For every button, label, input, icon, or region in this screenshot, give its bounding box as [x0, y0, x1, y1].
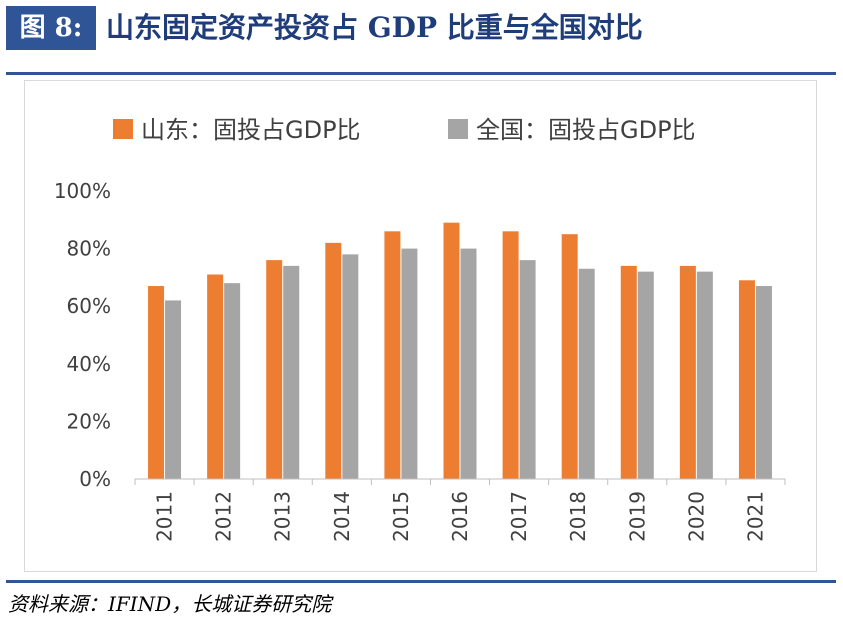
- x-tick-label: 2017: [507, 491, 531, 542]
- figure-header: 图 8: 山东固定资产投资占 GDP 比重与全国对比: [6, 6, 836, 50]
- chart-frame: 山东：固投占GDP比 全国：固投占GDP比 0% 20% 40% 60% 80% 100% …: [24, 80, 817, 572]
- x-tick-label: 2021: [743, 491, 767, 542]
- bar-shandong-2020: [679, 265, 696, 479]
- bar-shandong-2016: [443, 222, 460, 479]
- y-tick-label: 40%: [67, 352, 111, 376]
- bar-shandong-2018: [561, 234, 578, 479]
- legend-swatch-2: [448, 119, 468, 139]
- legend-label-2: 全国：固投占GDP比: [476, 116, 696, 144]
- x-tick-label: 2013: [271, 491, 295, 542]
- bar-national-2015: [401, 248, 418, 479]
- legend-swatch-1: [113, 119, 133, 139]
- y-tick-label: 20%: [67, 409, 111, 433]
- x-tick-label: 2020: [684, 491, 708, 542]
- bar-national-2016: [460, 248, 477, 479]
- bar-national-2021: [755, 286, 772, 479]
- x-tick-label: 2014: [330, 491, 354, 542]
- bar-shandong-2013: [266, 260, 283, 479]
- y-tick-label: 80%: [67, 237, 111, 261]
- y-tick-label: 60%: [67, 294, 111, 318]
- x-tick-label: 2018: [566, 491, 590, 542]
- y-axis: 0% 20% 40% 60% 80% 100%: [54, 179, 111, 491]
- bar-national-2019: [637, 271, 654, 479]
- y-tick-label: 0%: [79, 467, 111, 491]
- legend-label-1: 山东：固投占GDP比: [141, 116, 361, 144]
- top-rule: [6, 72, 836, 75]
- y-tick-label: 100%: [54, 179, 111, 203]
- bar-shandong-2019: [620, 265, 637, 479]
- bar-national-2013: [283, 265, 300, 479]
- bar-national-2017: [519, 260, 536, 479]
- bar-national-2020: [696, 271, 713, 479]
- x-axis: 2011 2012 2013 2014 2015 2016 2017 2018 2019 2020…: [134, 478, 786, 542]
- bottom-rule: [6, 580, 836, 583]
- bar-shandong-2012: [207, 274, 224, 479]
- x-tick-label: 2015: [389, 491, 413, 542]
- x-tick-label: 2011: [153, 491, 177, 542]
- source-note: 资料来源：IFIND，长城证券研究院: [8, 592, 332, 616]
- bar-shandong-2011: [148, 286, 165, 479]
- bar-national-2014: [342, 254, 359, 479]
- figure-label: 图 8:: [6, 6, 96, 50]
- bar-shandong-2015: [384, 231, 401, 479]
- bar-shandong-2014: [325, 242, 342, 479]
- bar-shandong-2021: [738, 280, 755, 479]
- legend: 山东：固投占GDP比 全国：固投占GDP比: [113, 116, 696, 144]
- bars: [148, 222, 772, 479]
- bar-shandong-2017: [502, 231, 519, 479]
- bar-national-2011: [165, 300, 182, 479]
- bar-national-2012: [224, 283, 241, 479]
- bar-national-2018: [578, 268, 595, 479]
- bar-chart: 山东：固投占GDP比 全国：固投占GDP比 0%20%40%60%80%100% …: [54, 116, 786, 542]
- x-tick-label: 2016: [448, 491, 472, 542]
- figure-title: 山东固定资产投资占 GDP 比重与全国对比: [106, 11, 643, 44]
- x-tick-label: 2019: [625, 491, 649, 542]
- x-tick-label: 2012: [212, 491, 236, 542]
